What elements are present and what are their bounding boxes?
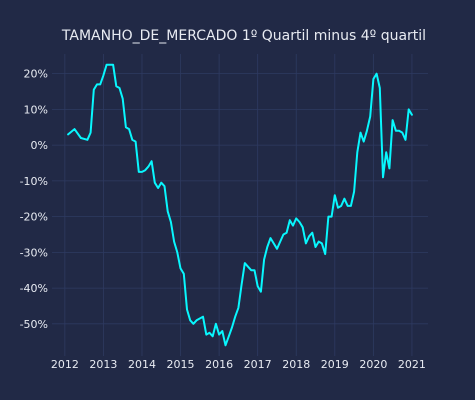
y-tick-label: 10% <box>24 103 48 116</box>
y-axis-ticks: 20% 10% 0% -10% -20% -30% -40% -50% <box>20 68 48 331</box>
x-tick-label: 2013 <box>89 358 117 371</box>
x-tick-label: 2018 <box>282 358 310 371</box>
y-tick-label: 20% <box>24 68 48 81</box>
y-tick-label: -10% <box>20 175 48 188</box>
x-tick-label: 2015 <box>167 358 195 371</box>
y-tick-label: -20% <box>20 211 48 224</box>
x-tick-label: 2017 <box>244 358 272 371</box>
x-axis-ticks: 2012 2013 2014 2015 2016 2017 2018 2019 2020 2021 <box>51 358 426 371</box>
x-tick-label: 2012 <box>51 358 79 371</box>
x-tick-label: 2019 <box>321 358 349 371</box>
x-tick-label: 2016 <box>205 358 233 371</box>
y-tick-label: -30% <box>20 246 48 259</box>
x-tick-label: 2021 <box>398 358 426 371</box>
x-tick-label: 2020 <box>359 358 387 371</box>
y-tick-label: 0% <box>31 139 48 152</box>
y-tick-label: -40% <box>20 282 48 295</box>
y-tick-label: -50% <box>20 318 48 331</box>
series-line <box>67 63 413 347</box>
gridlines <box>52 54 428 356</box>
x-tick-label: 2014 <box>128 358 156 371</box>
chart-title: TAMANHO_DE_MERCADO 1º Quartil minus 4º q… <box>61 28 426 44</box>
